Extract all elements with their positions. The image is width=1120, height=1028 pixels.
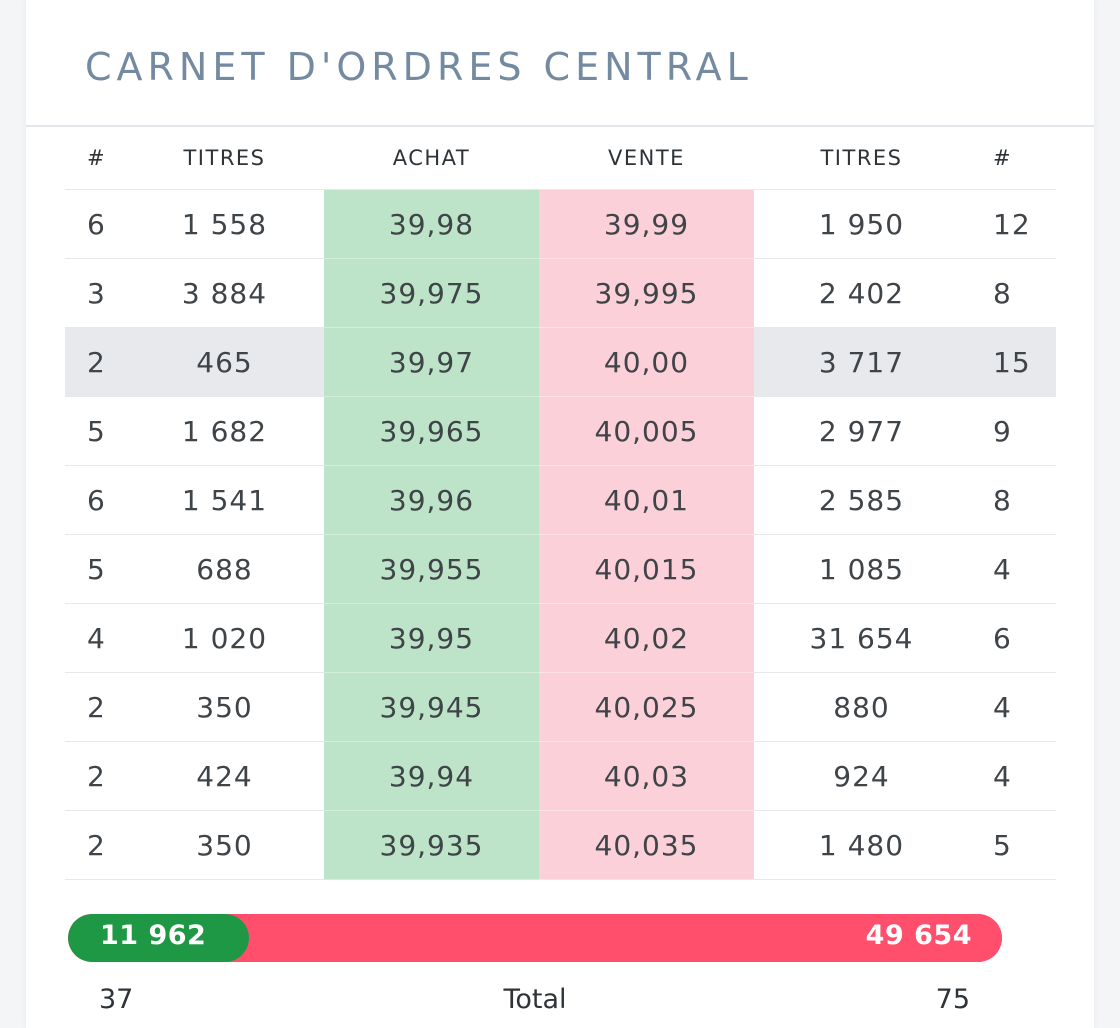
- header-ask-count: #: [969, 127, 1056, 190]
- sell-total-qty: 49 654: [865, 920, 972, 951]
- bid-count: 2: [65, 741, 125, 811]
- ask-price: 40,025: [539, 672, 754, 742]
- order-book-card: CARNET D'ORDRES CENTRAL # TITRES ACHAT V…: [26, 0, 1094, 1028]
- ask-qty: 2 977: [754, 396, 969, 466]
- volume-balance-bar: 11 962 49 654: [68, 914, 1002, 962]
- ask-qty: 924: [754, 741, 969, 811]
- bid-count: 2: [65, 672, 125, 742]
- bid-qty: 465: [125, 327, 324, 397]
- header-ask-price: VENTE: [539, 127, 754, 190]
- ask-qty: 2 402: [754, 258, 969, 328]
- order-book-table: # TITRES ACHAT VENTE TITRES # 6 1 558 39…: [65, 127, 1056, 880]
- bid-price: 39,965: [324, 396, 539, 466]
- bid-price: 39,96: [324, 465, 539, 535]
- table-row: 5 1 682 39,965 40,005 2 977 9: [65, 396, 1056, 466]
- table-row: 2 350 39,945 40,025 880 4: [65, 672, 1056, 742]
- bid-price: 39,955: [324, 534, 539, 604]
- ask-count: 15: [969, 327, 1056, 397]
- ask-price: 40,02: [539, 603, 754, 673]
- bid-price: 39,97: [324, 327, 539, 397]
- ask-count: 8: [969, 465, 1056, 535]
- bid-qty: 1 682: [125, 396, 324, 466]
- bid-qty: 688: [125, 534, 324, 604]
- table-row-current: 2 465 39,97 40,00 3 717 15: [65, 327, 1056, 397]
- bid-price: 39,975: [324, 258, 539, 328]
- bid-count: 6: [65, 189, 125, 259]
- ask-qty: 31 654: [754, 603, 969, 673]
- ask-qty: 1 085: [754, 534, 969, 604]
- total-label: Total: [503, 984, 567, 1015]
- ask-price: 40,00: [539, 327, 754, 397]
- ask-count: 5: [969, 810, 1056, 880]
- sell-volume-fill: [225, 914, 1002, 962]
- page-title: CARNET D'ORDRES CENTRAL: [85, 45, 753, 90]
- card-header: CARNET D'ORDRES CENTRAL: [26, 0, 1094, 127]
- bid-price: 39,95: [324, 603, 539, 673]
- ask-count: 9: [969, 396, 1056, 466]
- sell-total-orders: 75: [935, 984, 970, 1015]
- volume-bar-track: [68, 914, 1002, 962]
- ask-qty: 2 585: [754, 465, 969, 535]
- table-header-row: # TITRES ACHAT VENTE TITRES #: [65, 127, 1056, 190]
- table-row: 6 1 541 39,96 40,01 2 585 8: [65, 465, 1056, 535]
- bid-price: 39,94: [324, 741, 539, 811]
- bid-qty: 1 558: [125, 189, 324, 259]
- ask-qty: 880: [754, 672, 969, 742]
- ask-price: 40,005: [539, 396, 754, 466]
- order-book-rows: 6 1 558 39,98 39,99 1 950 12 3 3 884 39,…: [65, 189, 1056, 880]
- ask-price: 40,015: [539, 534, 754, 604]
- bid-qty: 350: [125, 810, 324, 880]
- bid-count: 6: [65, 465, 125, 535]
- ask-qty: 3 717: [754, 327, 969, 397]
- bid-price: 39,935: [324, 810, 539, 880]
- table-row: 2 424 39,94 40,03 924 4: [65, 741, 1056, 811]
- bid-qty: 350: [125, 672, 324, 742]
- bid-count: 2: [65, 810, 125, 880]
- bid-count: 2: [65, 327, 125, 397]
- header-bid-qty: TITRES: [125, 127, 324, 190]
- table-row: 2 350 39,935 40,035 1 480 5: [65, 810, 1056, 880]
- bid-qty: 1 541: [125, 465, 324, 535]
- ask-price: 39,995: [539, 258, 754, 328]
- table-row: 6 1 558 39,98 39,99 1 950 12: [65, 189, 1056, 259]
- ask-count: 12: [969, 189, 1056, 259]
- buy-total-orders: 37: [99, 984, 134, 1015]
- ask-count: 4: [969, 672, 1056, 742]
- bid-count: 3: [65, 258, 125, 328]
- table-row: 5 688 39,955 40,015 1 085 4: [65, 534, 1056, 604]
- ask-price: 40,035: [539, 810, 754, 880]
- bid-qty: 424: [125, 741, 324, 811]
- bid-count: 4: [65, 603, 125, 673]
- ask-price: 40,01: [539, 465, 754, 535]
- bid-count: 5: [65, 534, 125, 604]
- bid-price: 39,945: [324, 672, 539, 742]
- totals-row: 37 Total 75: [68, 984, 1002, 1020]
- ask-price: 40,03: [539, 741, 754, 811]
- ask-price: 39,99: [539, 189, 754, 259]
- bid-price: 39,98: [324, 189, 539, 259]
- header-bid-price: ACHAT: [324, 127, 539, 190]
- header-ask-qty: TITRES: [754, 127, 969, 190]
- bid-count: 5: [65, 396, 125, 466]
- ask-count: 8: [969, 258, 1056, 328]
- ask-count: 4: [969, 741, 1056, 811]
- bid-qty: 1 020: [125, 603, 324, 673]
- ask-count: 6: [969, 603, 1056, 673]
- buy-total-qty: 11 962: [100, 920, 207, 951]
- bid-qty: 3 884: [125, 258, 324, 328]
- table-row: 3 3 884 39,975 39,995 2 402 8: [65, 258, 1056, 328]
- ask-qty: 1 480: [754, 810, 969, 880]
- ask-count: 4: [969, 534, 1056, 604]
- buy-volume-fill: [68, 914, 250, 962]
- header-bid-count: #: [65, 127, 125, 190]
- ask-qty: 1 950: [754, 189, 969, 259]
- table-row: 4 1 020 39,95 40,02 31 654 6: [65, 603, 1056, 673]
